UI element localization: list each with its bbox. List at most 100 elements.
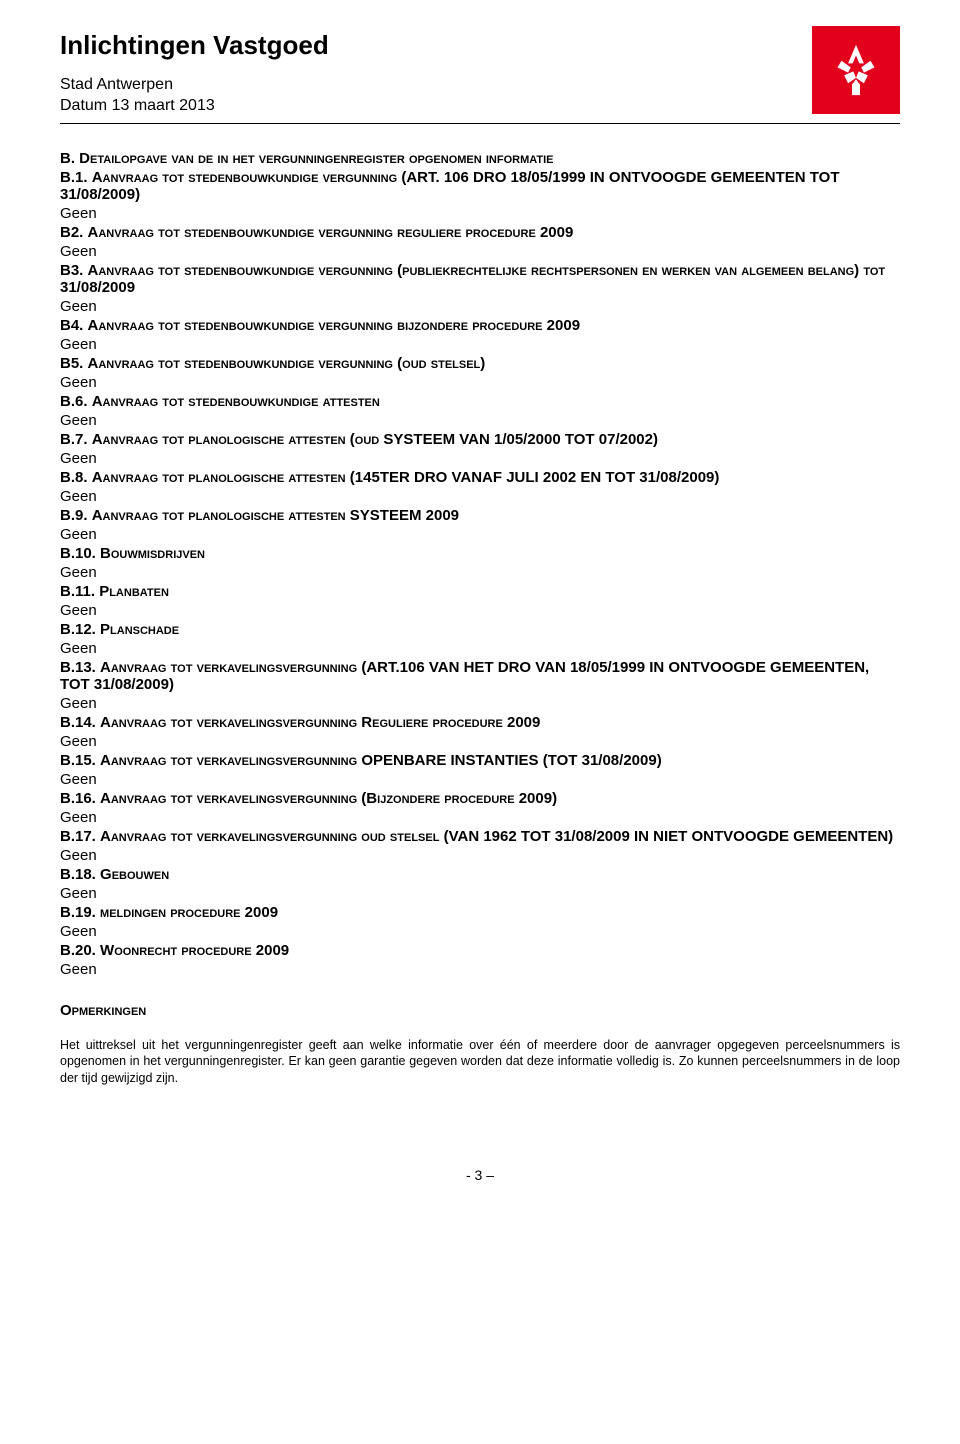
city-logo: [812, 26, 900, 114]
section-prefix: B.7.: [60, 431, 92, 448]
section-prefix: B.12.: [60, 621, 100, 638]
section-heading: B.18. Gebouwen: [60, 866, 900, 883]
section-prefix: B.13.: [60, 659, 100, 676]
section-prefix: B.14.: [60, 714, 100, 731]
header-date: Datum 13 maart 2013: [60, 96, 329, 117]
section-heading: B4. Aanvraag tot stedenbouwkundige vergu…: [60, 317, 900, 334]
content-block: B. Detailopgave van de in het vergunning…: [60, 150, 900, 978]
section-value: Geen: [60, 336, 900, 353]
section-value: Geen: [60, 243, 900, 260]
section-prefix: B.16.: [60, 790, 100, 807]
section-heading: B.13. Aanvraag tot verkavelingsvergunnin…: [60, 659, 900, 693]
opmerkingen-block: Opmerkingen Het uittreksel uit het vergu…: [60, 1002, 900, 1088]
section-title-smallcaps: Gebouwen: [100, 866, 169, 883]
section-suffix: 2009: [252, 942, 290, 959]
section-title-smallcaps: Aanvraag tot planologische attesten: [92, 507, 346, 524]
section-prefix: B.11.: [60, 583, 99, 600]
section-value: Geen: [60, 847, 900, 864]
section-value: Geen: [60, 771, 900, 788]
section-heading: B.7. Aanvraag tot planologische attesten…: [60, 431, 900, 448]
section-suffix: 2009: [503, 714, 541, 731]
section-title-smallcaps: Aanvraag tot verkavelingsvergunning: [100, 752, 357, 769]
section-title-smallcaps: Aanvraag tot planologische attesten: [92, 469, 346, 486]
section-title-smallcaps: Bouwmisdrijven: [100, 545, 205, 562]
main-title-text: Detailopgave van de in het vergunningenr…: [79, 150, 553, 167]
section-title-smallcaps: Planschade: [100, 621, 179, 638]
section-suffix: SYSTEEM VAN 1/05/2000 TOT 07/2002): [379, 431, 658, 448]
page-title: Inlichtingen Vastgoed: [60, 30, 329, 61]
section-value: Geen: [60, 640, 900, 657]
section-value: Geen: [60, 885, 900, 902]
section-value: Geen: [60, 526, 900, 543]
section-heading: B.14. Aanvraag tot verkavelingsvergunnin…: [60, 714, 900, 731]
section-prefix: B.15.: [60, 752, 100, 769]
main-section-title: B. Detailopgave van de in het vergunning…: [60, 150, 900, 167]
section-title-smallcaps: meldingen procedure: [100, 904, 240, 921]
section-value: Geen: [60, 695, 900, 712]
section-value: Geen: [60, 809, 900, 826]
section-value: Geen: [60, 961, 900, 978]
opmerkingen-heading: Opmerkingen: [60, 1002, 900, 1019]
section-title-smallcaps: Planbaten: [99, 583, 169, 600]
sections-list: B.1. Aanvraag tot stedenbouwkundige verg…: [60, 169, 900, 978]
section-title-smallcaps: Aanvraag tot verkavelingsvergunning: [100, 659, 357, 676]
section-suffix: 2009): [515, 790, 558, 807]
section-suffix: 31/08/2009: [60, 279, 135, 296]
section-suffix: 2009: [543, 317, 581, 334]
section-title-smallcaps: Aanvraag tot stedenbouwkundige attesten: [92, 393, 380, 410]
section-prefix: B.9.: [60, 507, 92, 524]
section-suffix: (VAN 1962 TOT 31/08/2009 IN NIET ONTVOOG…: [439, 828, 893, 845]
section-heading: B.17. Aanvraag tot verkavelingsvergunnin…: [60, 828, 900, 845]
section-heading: B.9. Aanvraag tot planologische attesten…: [60, 507, 900, 524]
section-heading: B2. Aanvraag tot stedenbouwkundige vergu…: [60, 224, 900, 241]
section-prefix: B.1.: [60, 169, 92, 186]
section-heading: B.8. Aanvraag tot planologische attesten…: [60, 469, 900, 486]
section-heading: B3. Aanvraag tot stedenbouwkundige vergu…: [60, 262, 900, 296]
section-title-smallcaps: Aanvraag tot verkavelingsvergunning oud …: [100, 828, 439, 845]
section-title-smallcaps: Aanvraag tot stedenbouwkundige vergunnin…: [88, 355, 486, 372]
section-value: Geen: [60, 564, 900, 581]
section-prefix: B.6.: [60, 393, 92, 410]
section-suffix: (145TER DRO VANAF JULI 2002 EN TOT 31/08…: [346, 469, 720, 486]
header-text-block: Inlichtingen Vastgoed Stad Antwerpen Dat…: [60, 30, 329, 117]
section-heading: B.12. Planschade: [60, 621, 900, 638]
section-title-smallcaps: Aanvraag tot verkavelingsvergunning (Bij…: [100, 790, 515, 807]
section-value: Geen: [60, 733, 900, 750]
section-title-smallcaps: Aanvraag tot stedenbouwkundige vergunnin…: [88, 262, 886, 279]
section-prefix: B.17.: [60, 828, 100, 845]
section-title-smallcaps: Aanvraag tot stedenbouwkundige vergunnin…: [92, 169, 397, 186]
section-heading: B5. Aanvraag tot stedenbouwkundige vergu…: [60, 355, 900, 372]
section-suffix: 2009: [536, 224, 574, 241]
document-page: Inlichtingen Vastgoed Stad Antwerpen Dat…: [0, 0, 960, 1213]
section-value: Geen: [60, 412, 900, 429]
section-title-smallcaps: Aanvraag tot planologische attesten (oud: [92, 431, 380, 448]
section-heading: B.19. meldingen procedure 2009: [60, 904, 900, 921]
section-prefix: B.10.: [60, 545, 100, 562]
section-title-smallcaps: Woonrecht procedure: [100, 942, 252, 959]
section-value: Geen: [60, 450, 900, 467]
logo-a-icon: [823, 37, 889, 103]
page-number: - 3 –: [60, 1167, 900, 1183]
section-prefix: B4.: [60, 317, 88, 334]
section-prefix: B.18.: [60, 866, 100, 883]
section-value: Geen: [60, 488, 900, 505]
section-heading: B.16. Aanvraag tot verkavelingsvergunnin…: [60, 790, 900, 807]
main-title-prefix: B.: [60, 150, 79, 167]
section-heading: B.1. Aanvraag tot stedenbouwkundige verg…: [60, 169, 900, 203]
section-prefix: B2.: [60, 224, 88, 241]
section-heading: B.10. Bouwmisdrijven: [60, 545, 900, 562]
section-prefix: B5.: [60, 355, 88, 372]
section-heading: B.6. Aanvraag tot stedenbouwkundige atte…: [60, 393, 900, 410]
section-prefix: B.8.: [60, 469, 92, 486]
section-title-smallcaps: Aanvraag tot stedenbouwkundige vergunnin…: [88, 224, 536, 241]
section-prefix: B.20.: [60, 942, 100, 959]
opmerkingen-paragraph: Het uittreksel uit het vergunningenregis…: [60, 1037, 900, 1088]
section-title-smallcaps: Aanvraag tot verkavelingsvergunning Regu…: [100, 714, 503, 731]
section-value: Geen: [60, 374, 900, 391]
section-prefix: B.19.: [60, 904, 100, 921]
section-heading: B.11. Planbaten: [60, 583, 900, 600]
header-org: Stad Antwerpen: [60, 75, 329, 96]
section-value: Geen: [60, 602, 900, 619]
page-header: Inlichtingen Vastgoed Stad Antwerpen Dat…: [60, 30, 900, 124]
section-suffix: OPENBARE INSTANTIES (TOT 31/08/2009): [357, 752, 662, 769]
